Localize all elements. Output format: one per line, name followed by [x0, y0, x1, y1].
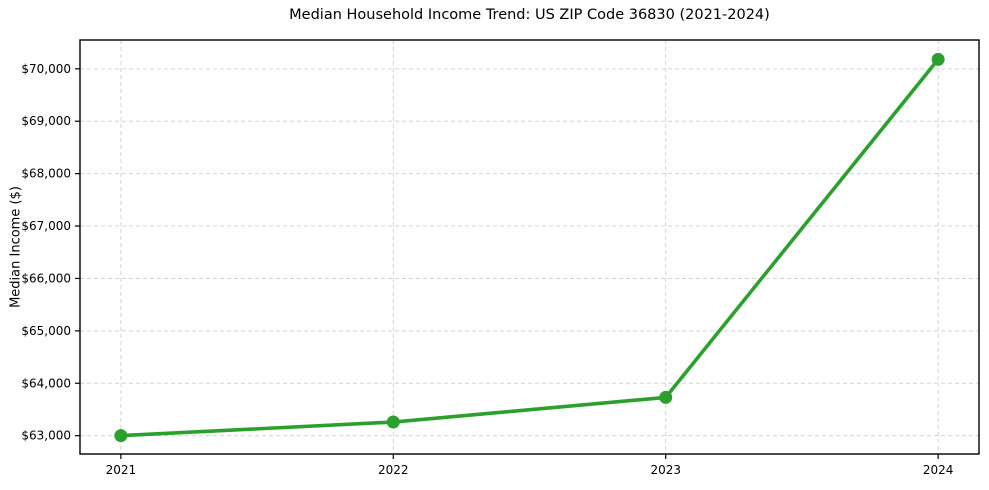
- data-line: [119, 57, 940, 438]
- x-tick-label: 2022: [378, 463, 409, 477]
- data-point-marker: [114, 429, 128, 443]
- plot-border: [79, 39, 980, 455]
- y-tick-label: $64,000: [21, 376, 71, 390]
- x-tick-label: 2024: [923, 463, 954, 477]
- y-tick-label: $69,000: [21, 114, 71, 128]
- y-tick-label: $70,000: [21, 62, 71, 76]
- y-tick-label: $66,000: [21, 271, 71, 285]
- y-tick-label: $67,000: [21, 219, 71, 233]
- x-tick-label: 2023: [650, 463, 681, 477]
- chart-title: Median Household Income Trend: US ZIP Co…: [289, 7, 770, 23]
- data-point-marker: [659, 390, 673, 404]
- data-point-marker: [931, 52, 945, 66]
- x-tick-label: 2021: [106, 463, 137, 477]
- data-point-marker: [386, 415, 400, 429]
- y-tick-label: $68,000: [21, 167, 71, 181]
- y-tick-label: $65,000: [21, 324, 71, 338]
- y-tick-label: $63,000: [21, 429, 71, 443]
